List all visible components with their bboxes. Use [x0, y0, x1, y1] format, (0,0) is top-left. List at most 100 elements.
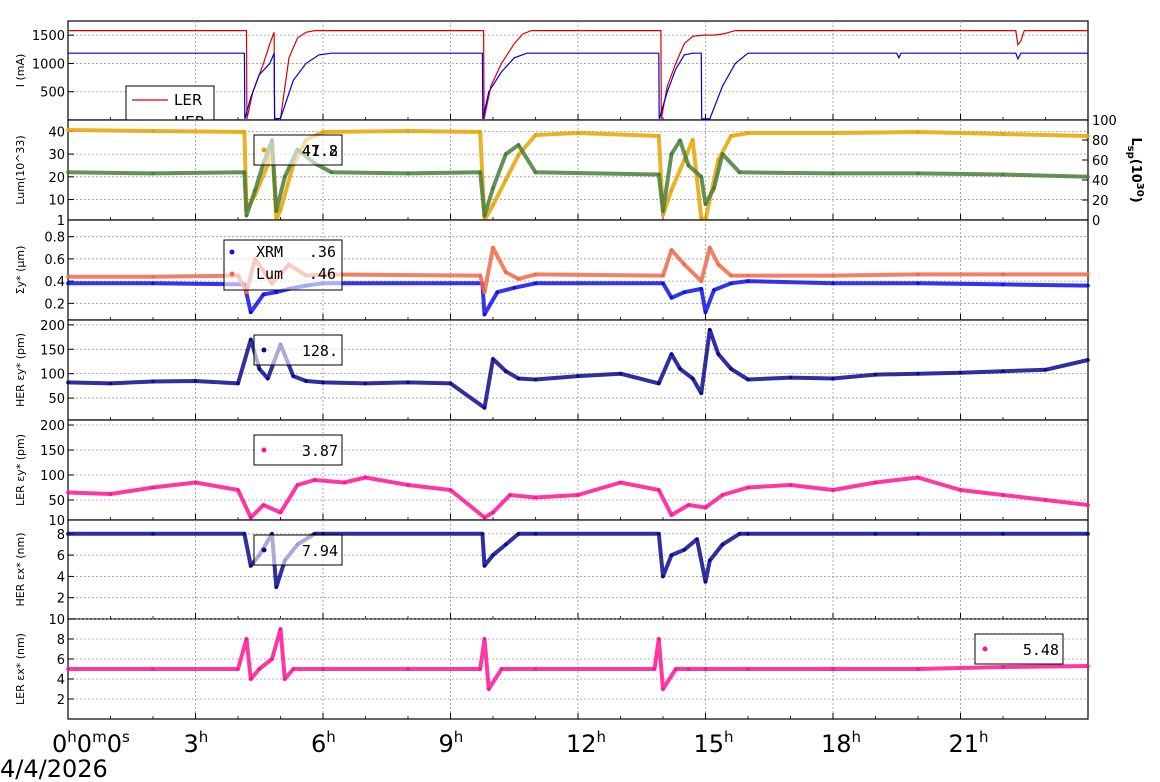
data-point [720, 152, 725, 156]
data-point [503, 270, 508, 275]
panel-4: 50 100 150 200 HER εy* (pm) 128. [14, 319, 1090, 421]
data-point [270, 657, 274, 661]
y-axis-label: Lum(10^33) [14, 135, 27, 204]
data-point [618, 480, 623, 485]
data-point [495, 290, 500, 295]
data-point [746, 485, 750, 490]
x-tick-label: 6h [311, 728, 336, 758]
data-point [576, 131, 580, 135]
y-tick-label: 4 [57, 673, 65, 688]
x-tick-label: 18h [821, 728, 861, 758]
data-point [690, 376, 695, 381]
data-point [248, 337, 253, 342]
data-point [656, 488, 661, 492]
legend-marker-lum [229, 271, 235, 277]
data-point [720, 542, 725, 547]
legend-box [253, 334, 343, 366]
data-point [661, 209, 665, 213]
y-tick-label: 6 [57, 549, 65, 564]
data-point [406, 667, 410, 671]
y-tick-label: 0.8 [44, 231, 65, 246]
data-point [448, 488, 453, 492]
y-tick-label: 500 [40, 86, 65, 101]
data-point [656, 172, 661, 177]
data-point [1001, 493, 1005, 497]
data-point [193, 379, 198, 383]
data-point [482, 213, 487, 218]
data-point [873, 372, 878, 377]
data-point [491, 553, 495, 557]
legend-value: 3.87 [302, 442, 338, 460]
data-point [244, 290, 249, 295]
data-point [729, 273, 733, 278]
data-point [1086, 664, 1090, 668]
data-point [712, 288, 716, 292]
legend-value: 128. [302, 342, 338, 360]
data-point [533, 281, 538, 286]
data-point [669, 248, 674, 252]
data-point [248, 677, 253, 681]
data-point [253, 188, 257, 193]
data-point [686, 163, 691, 168]
data-point [491, 245, 495, 250]
data-point [329, 170, 334, 175]
data-point [503, 152, 508, 156]
data-point [257, 667, 262, 671]
y-tick-label: 30 [48, 148, 65, 163]
data-point [304, 379, 308, 383]
legend-value-lum: .46 [309, 265, 336, 283]
data-point [491, 186, 495, 190]
data-point [236, 381, 240, 386]
data-point [686, 503, 691, 507]
data-point [669, 352, 674, 356]
y-axis-label: LER εy* (pm) [14, 434, 27, 506]
data-point [746, 667, 750, 671]
legend-box [253, 534, 343, 566]
series-band-xrm [68, 279, 1089, 317]
data-point [788, 483, 793, 487]
data-point [678, 366, 682, 371]
panel-7: 2 4 6 8 10 LER εx* (nm) 5.48 [14, 613, 1090, 720]
data-point [533, 495, 538, 500]
data-point [873, 480, 878, 485]
data-point [707, 327, 712, 332]
panel-6: 2 4 6 8 HER εx* (nm) 7.94 [14, 519, 1090, 620]
y-tick-label: 0.4 [44, 275, 65, 290]
data-point [406, 380, 410, 385]
y-tick-label: 20 [48, 171, 65, 186]
y-tick-label: 2 [57, 592, 65, 607]
data-point [151, 667, 155, 671]
data-point [1001, 172, 1005, 177]
data-point [321, 130, 325, 134]
data-point [491, 357, 495, 361]
legend-box [253, 434, 343, 466]
data-point [916, 272, 920, 277]
data-point [652, 667, 657, 671]
data-point [478, 130, 483, 134]
data-point [690, 138, 695, 142]
data-point [486, 687, 491, 691]
data-point [703, 310, 708, 315]
data-point [480, 532, 485, 536]
data-point [248, 563, 253, 568]
y-tick-label: 150 [40, 444, 65, 459]
data-point [533, 377, 538, 382]
y-tick-label: 100 [40, 368, 65, 383]
data-point [669, 553, 674, 557]
y-tick-label: 10 [48, 613, 65, 628]
y-tick-label: 40 [48, 125, 65, 140]
y-tick-label: 8 [57, 528, 65, 543]
data-point [1001, 369, 1005, 374]
data-point [1086, 175, 1090, 179]
data-point [295, 483, 300, 487]
data-point [1086, 134, 1090, 138]
legend-box [253, 134, 343, 166]
legend-marker [261, 547, 267, 553]
data-point [151, 485, 155, 490]
data-point [248, 310, 253, 315]
data-point [66, 281, 70, 286]
y-tick-label: 8 [57, 633, 65, 648]
data-point [66, 380, 70, 385]
data-point [703, 202, 708, 206]
